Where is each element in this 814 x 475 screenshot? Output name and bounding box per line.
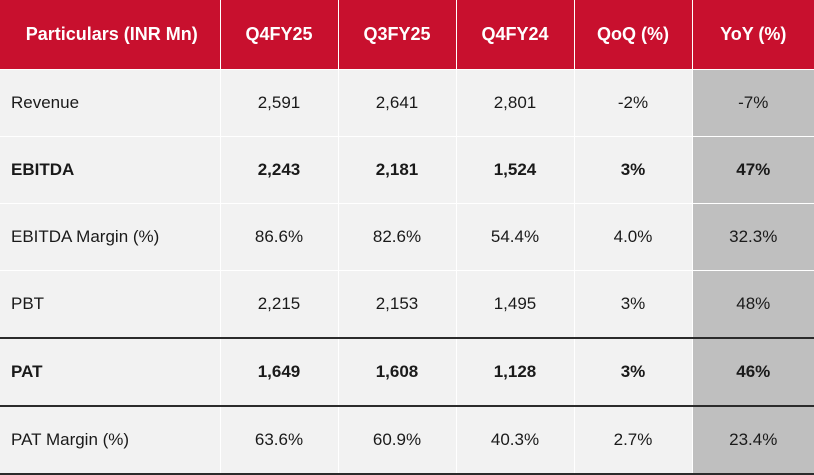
header-yoy: YoY (%): [692, 0, 814, 70]
row-label: EBITDA: [0, 136, 221, 204]
cell-yoy: -7%: [692, 69, 814, 137]
cell-q4fy24: 2,801: [456, 69, 575, 137]
cell-yoy: 47%: [692, 136, 814, 204]
cell-q4fy25: 2,243: [220, 136, 339, 204]
cell-q3fy25: 2,153: [338, 270, 457, 339]
cell-q3fy25: 2,641: [338, 69, 457, 137]
row-revenue: Revenue 2,591 2,641 2,801 -2% -7%: [0, 69, 814, 137]
cell-q4fy24: 1,128: [456, 337, 575, 407]
header-q3fy25: Q3FY25: [338, 0, 457, 70]
cell-q3fy25: 82.6%: [338, 203, 457, 271]
cell-q4fy25: 86.6%: [220, 203, 339, 271]
cell-q4fy24: 1,495: [456, 270, 575, 339]
cell-qoq: 3%: [574, 337, 693, 407]
cell-qoq: 4.0%: [574, 203, 693, 271]
row-pat: PAT 1,649 1,608 1,128 3% 46%: [0, 337, 814, 407]
cell-qoq: 3%: [574, 270, 693, 339]
header-row: Particulars (INR Mn) Q4FY25 Q3FY25 Q4FY2…: [0, 0, 814, 70]
cell-yoy: 23.4%: [692, 405, 814, 475]
cell-q4fy25: 63.6%: [220, 405, 339, 475]
cell-q3fy25: 1,608: [338, 337, 457, 407]
cell-yoy: 32.3%: [692, 203, 814, 271]
header-particulars: Particulars (INR Mn): [0, 0, 221, 70]
cell-q3fy25: 2,181: [338, 136, 457, 204]
header-q4fy24: Q4FY24: [456, 0, 575, 70]
row-label: PBT: [0, 270, 221, 339]
cell-qoq: 3%: [574, 136, 693, 204]
row-ebitda-margin: EBITDA Margin (%) 86.6% 82.6% 54.4% 4.0%…: [0, 203, 814, 271]
header-q4fy25: Q4FY25: [220, 0, 339, 70]
row-label: PAT: [0, 337, 221, 407]
cell-q3fy25: 60.9%: [338, 405, 457, 475]
row-label: PAT Margin (%): [0, 405, 221, 475]
cell-qoq: -2%: [574, 69, 693, 137]
row-label: Revenue: [0, 69, 221, 137]
row-label: EBITDA Margin (%): [0, 203, 221, 271]
cell-yoy: 46%: [692, 337, 814, 407]
row-ebitda: EBITDA 2,243 2,181 1,524 3% 47%: [0, 136, 814, 204]
row-pat-margin: PAT Margin (%) 63.6% 60.9% 40.3% 2.7% 23…: [0, 405, 814, 475]
cell-q4fy24: 54.4%: [456, 203, 575, 271]
row-pbt: PBT 2,215 2,153 1,495 3% 48%: [0, 270, 814, 339]
cell-q4fy24: 40.3%: [456, 405, 575, 475]
cell-q4fy25: 2,215: [220, 270, 339, 339]
cell-q4fy25: 1,649: [220, 337, 339, 407]
cell-yoy: 48%: [692, 270, 814, 339]
cell-qoq: 2.7%: [574, 405, 693, 475]
header-qoq: QoQ (%): [574, 0, 693, 70]
cell-q4fy24: 1,524: [456, 136, 575, 204]
cell-q4fy25: 2,591: [220, 69, 339, 137]
